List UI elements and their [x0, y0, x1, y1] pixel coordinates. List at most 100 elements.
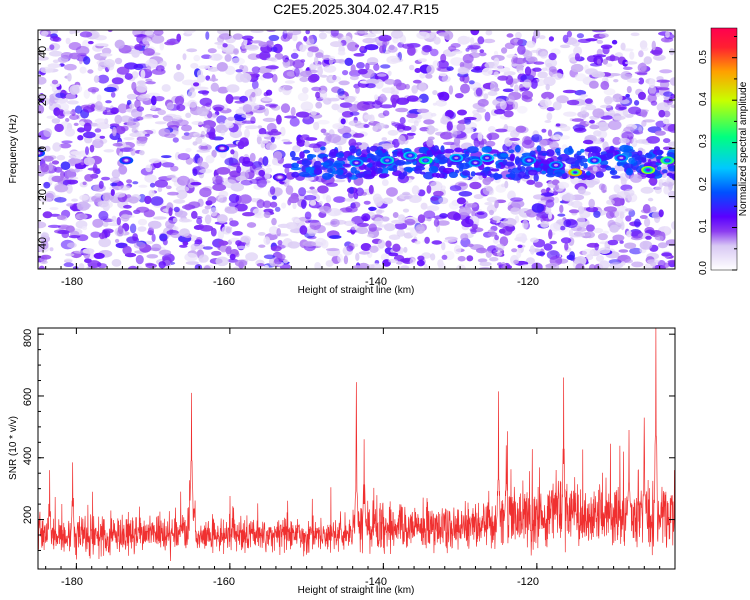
heatmap-blob: [306, 190, 318, 194]
heatmap-blob: [198, 65, 211, 69]
heatmap-blob: [328, 58, 334, 65]
heatmap-blob: [271, 157, 278, 166]
heatmap-blob: [315, 52, 324, 59]
heatmap-blob: [642, 204, 651, 214]
heatmap-blob: [656, 102, 670, 113]
heatmap-blob: [285, 185, 294, 195]
heatmap-blob: [75, 213, 88, 220]
heatmap-blob: [137, 80, 146, 85]
heatmap-blob: [332, 123, 344, 130]
heatmap-blob: [663, 262, 670, 268]
heatmap-blob: [319, 90, 328, 100]
heatmap-blob: [385, 240, 392, 248]
heatmap-blob: [381, 179, 389, 187]
heatmap-blob: [494, 109, 505, 115]
heatmap-blob: [600, 80, 610, 90]
heatmap-blob: [443, 239, 457, 243]
heatmap-blob: [600, 183, 607, 194]
signal-band-blob: [461, 170, 471, 176]
heatmap-blob: [252, 208, 262, 218]
heatmap-blob: [329, 235, 342, 239]
heatmap-blob: [349, 186, 354, 195]
heatmap-blob: [354, 44, 360, 48]
heatmap-blob: [166, 102, 175, 110]
heatmap-blob: [69, 30, 75, 35]
heatmap-blob: [94, 134, 102, 142]
heatmap-blob: [330, 30, 339, 37]
heatmap-blob: [353, 243, 359, 247]
heatmap-blob: [268, 34, 280, 42]
heatmap-blob: [620, 42, 626, 51]
heatmap-blob: [280, 126, 286, 137]
heatmap-blob: [71, 198, 78, 202]
heatmap-blob: [282, 55, 290, 63]
heatmap-blob: [117, 225, 124, 235]
heatmap-blob: [69, 85, 80, 95]
heatmap-blob: [286, 71, 297, 77]
spectrogram-ytick-label-4: 40: [37, 46, 49, 58]
heatmap-blob: [364, 44, 379, 51]
heatmap-blob: [67, 72, 72, 82]
heatmap-blob: [399, 258, 410, 263]
heatmap-blob: [541, 91, 555, 100]
heatmap-blob: [609, 262, 624, 269]
heatmap-blob: [182, 53, 187, 61]
heatmap-marks: [38, 30, 675, 269]
hotspot-contour: [354, 161, 359, 164]
heatmap-blob: [268, 226, 279, 235]
heatmap-blob: [262, 72, 274, 79]
heatmap-blob: [333, 179, 346, 183]
heatmap-blob: [269, 186, 276, 195]
heatmap-blob: [305, 30, 310, 35]
heatmap-blob: [227, 116, 236, 121]
heatmap-blob: [47, 63, 61, 69]
heatmap-blob: [114, 39, 125, 49]
heatmap-blob: [430, 253, 436, 261]
heatmap-blob: [144, 133, 150, 137]
heatmap-blob: [346, 229, 358, 233]
heatmap-blob: [545, 199, 555, 208]
heatmap-blob: [79, 31, 93, 38]
heatmap-blob: [381, 87, 396, 94]
heatmap-blob: [48, 162, 53, 172]
heatmap-blob: [197, 74, 206, 83]
signal-band-blob: [298, 171, 310, 177]
heatmap-blob: [234, 100, 245, 104]
signal-band-blob: [534, 160, 539, 169]
heatmap-blob: [297, 92, 309, 102]
heatmap-blob: [303, 194, 317, 201]
heatmap-blob: [111, 169, 121, 179]
heatmap-blob: [432, 90, 438, 96]
heatmap-blob: [77, 135, 84, 141]
heatmap-blob: [366, 233, 375, 238]
signal-band-blob: [605, 149, 617, 154]
heatmap-blob: [625, 93, 630, 98]
heatmap-blob: [626, 78, 640, 83]
snr-series-line: [38, 328, 675, 561]
heatmap-blob: [512, 56, 517, 60]
heatmap-blob: [540, 188, 547, 194]
heatmap-blob: [594, 242, 599, 251]
heatmap-blob: [421, 111, 433, 120]
heatmap-blob: [290, 106, 296, 116]
heatmap-blob: [173, 199, 186, 204]
heatmap-blob: [646, 259, 660, 264]
heatmap-blob: [612, 136, 622, 146]
signal-band-blob: [448, 171, 458, 178]
heatmap-blob: [540, 220, 550, 228]
heatmap-blob: [230, 182, 244, 192]
heatmap-blob: [650, 261, 657, 267]
heatmap-blob: [317, 66, 323, 76]
signal-band-blob: [289, 150, 296, 158]
heatmap-blob: [596, 138, 602, 142]
heatmap-blob: [659, 69, 673, 74]
heatmap-blob: [624, 61, 638, 65]
heatmap-blob: [154, 179, 168, 188]
heatmap-blob: [87, 40, 94, 45]
signal-band-blob: [388, 167, 395, 171]
heatmap-blob: [165, 220, 175, 229]
heatmap-blob: [470, 30, 480, 36]
heatmap-blob: [319, 206, 332, 214]
heatmap-blob: [40, 66, 54, 74]
heatmap-blob: [185, 112, 192, 119]
